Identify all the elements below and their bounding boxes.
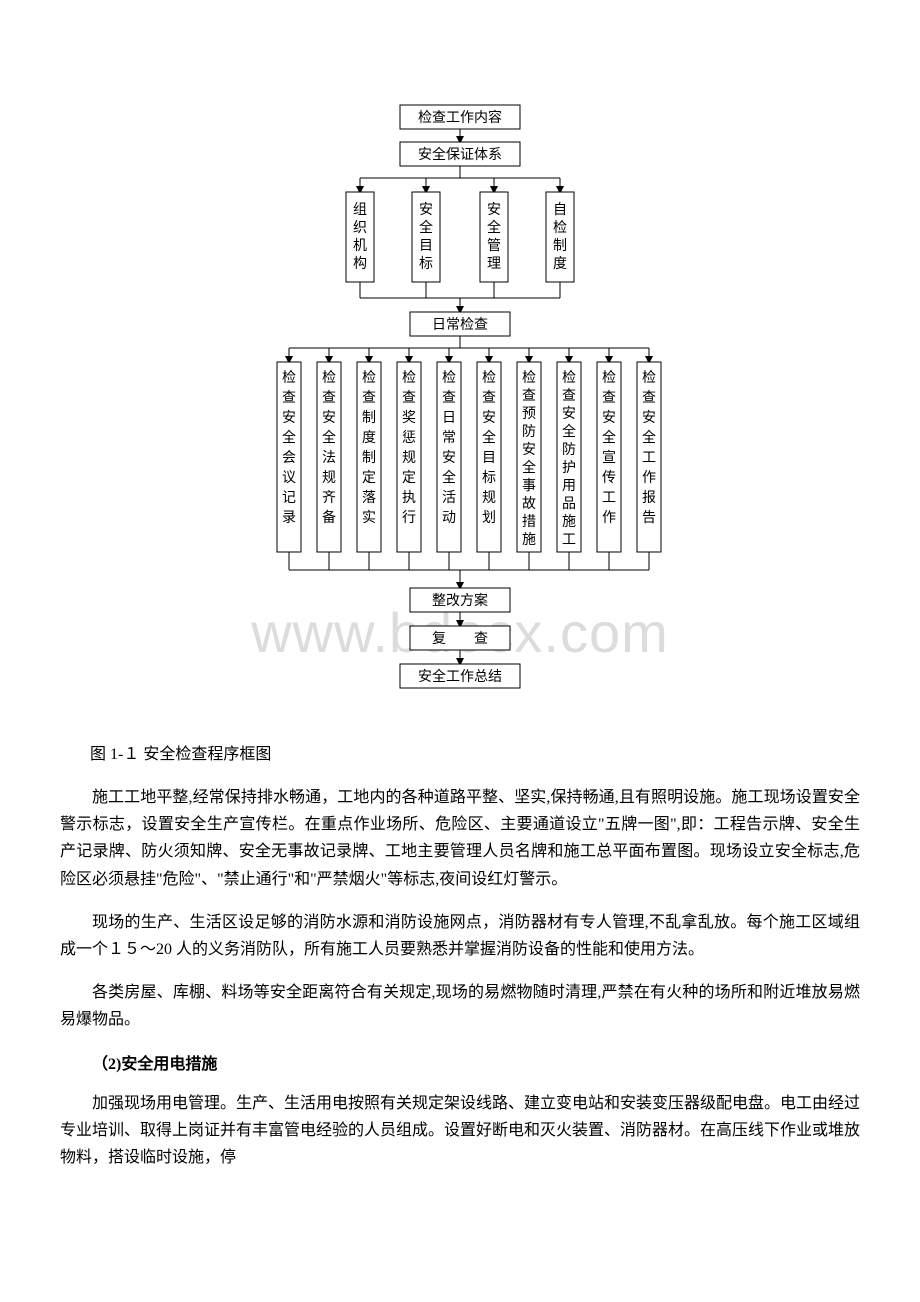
node-bottom2: 复 查 [432, 630, 488, 647]
paragraph-3: 各类房屋、库棚、料场等安全距离符合有关规定,现场的易燃物随时清理,严禁在有火种的… [60, 979, 860, 1033]
node-bottom3: 安全工作总结 [418, 668, 502, 685]
flowchart-diagram: 检查工作内容 安全保证体系 组织机构 安全目标 安全管理 自检制 [250, 100, 670, 720]
node-bottom1: 整改方案 [432, 592, 488, 609]
paragraph-1: 施工工地平整,经常保持排水畅通，工地内的各种道路平整、坚实,保持畅通,且有照明设… [60, 784, 860, 893]
node-mid: 日常检查 [432, 317, 488, 333]
node-top1: 检查工作内容 [418, 109, 502, 126]
row2-group [346, 192, 574, 282]
figure-caption: 图 1-１ 安全检查程序框图 [90, 740, 860, 764]
paragraph-4: 加强现场用电管理。生产、生活用电按照有关规定架设线路、建立变电站和安装变压器级配… [60, 1090, 860, 1172]
node-top2: 安全保证体系 [418, 146, 502, 163]
heading-2: （2)安全用电措施 [60, 1050, 860, 1074]
row3-drops [289, 348, 649, 360]
paragraph-2: 现场的生产、生活区设足够的消防水源和消防设施网点，消防器材有专人管理,不乱拿乱放… [60, 909, 860, 963]
